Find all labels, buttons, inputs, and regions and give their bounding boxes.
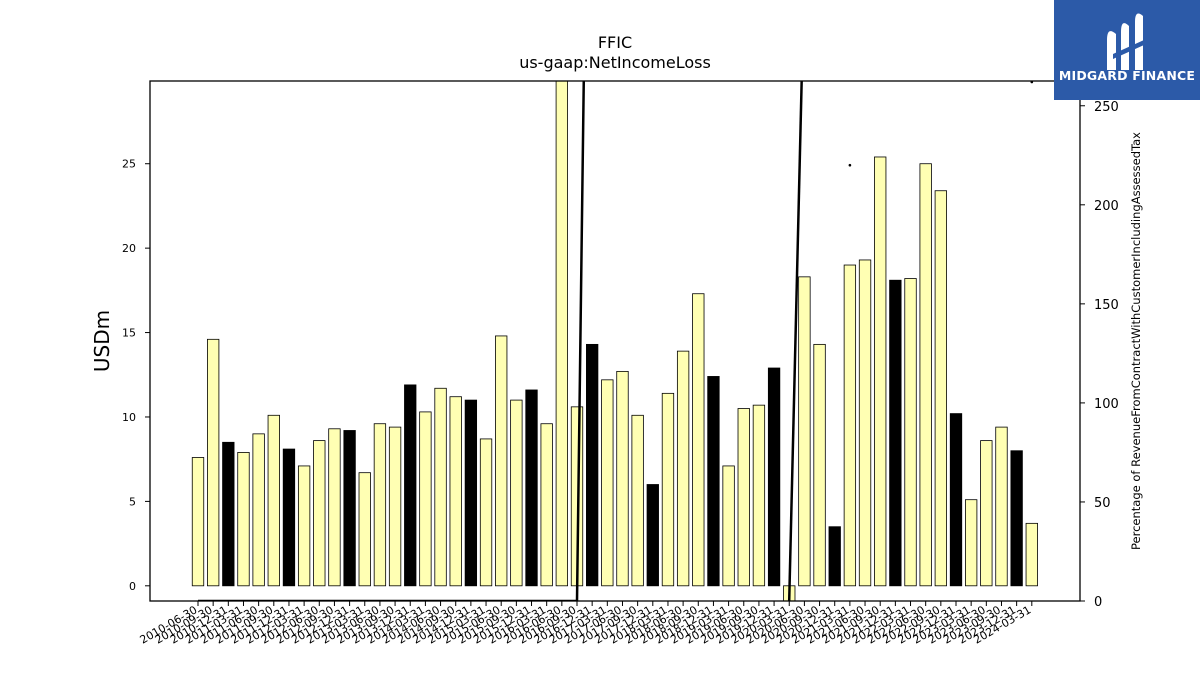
bar-2010-09-30 bbox=[207, 338, 220, 587]
bar-2017-09-30 bbox=[631, 414, 644, 587]
bar-2014-06-30 bbox=[434, 387, 447, 587]
bar-2016-03-31 bbox=[540, 423, 553, 587]
bar-2015-12-31 bbox=[525, 389, 538, 587]
bar-2019-12-31 bbox=[767, 367, 781, 587]
bar-2011-03-31 bbox=[237, 452, 250, 587]
bar-2022-09-30 bbox=[934, 190, 947, 587]
bar-2021-03-31 bbox=[843, 264, 857, 587]
bar-2015-06-30 bbox=[495, 335, 508, 587]
y-tick-label: 10 bbox=[122, 411, 136, 424]
bar-2011-09-30 bbox=[267, 414, 280, 587]
bar-2012-12-31 bbox=[343, 430, 356, 587]
bar-2023-09-30 bbox=[995, 426, 1008, 587]
bar-2022-12-31 bbox=[949, 413, 963, 587]
bar-2023-03-31 bbox=[965, 499, 978, 587]
y2-tick-label: 0 bbox=[1094, 595, 1102, 610]
y-tick-label: 0 bbox=[129, 580, 136, 593]
x-axis: 2010-06-302010-09-302010-12-312011-03-31… bbox=[138, 601, 1033, 647]
bar-2011-06-30 bbox=[252, 433, 265, 587]
bar-2022-03-31 bbox=[904, 278, 917, 587]
bar-2021-12-31 bbox=[889, 279, 902, 587]
y-tick-label: 15 bbox=[122, 327, 136, 340]
line-segment bbox=[787, 81, 803, 601]
y2-tick-label: 100 bbox=[1094, 397, 1119, 412]
line-point bbox=[848, 163, 852, 167]
y-axis-left: 0 5 10 15 20 25 bbox=[122, 158, 150, 593]
plot-frame bbox=[149, 80, 1081, 602]
bar-2022-06-30 bbox=[919, 163, 932, 587]
bar-2024-03-31 bbox=[1025, 522, 1038, 587]
bar-2014-12-31 bbox=[464, 399, 478, 587]
bar-2013-09-30 bbox=[388, 426, 402, 587]
y-axis-label: USDm bbox=[90, 310, 114, 372]
bar-2011-12-31 bbox=[282, 448, 296, 587]
bar-2019-03-31 bbox=[722, 465, 735, 587]
midgard-logo-icon bbox=[1107, 13, 1144, 70]
bar-2017-06-30 bbox=[616, 370, 629, 587]
bar-2018-06-30 bbox=[676, 350, 690, 587]
y2-tick-label: 50 bbox=[1094, 496, 1111, 511]
bars-group bbox=[191, 81, 1038, 601]
y-tick-label: 20 bbox=[122, 242, 136, 255]
bar-2015-03-31 bbox=[479, 438, 493, 587]
y2-tick-label: 250 bbox=[1094, 100, 1119, 115]
bar-2023-06-30 bbox=[980, 440, 993, 587]
bar-2014-03-31 bbox=[419, 411, 432, 587]
bar-2010-06-30 bbox=[191, 457, 205, 587]
bar-2021-09-30 bbox=[874, 156, 887, 587]
bar-2013-06-30 bbox=[373, 423, 387, 587]
bar-2019-09-30 bbox=[752, 404, 766, 587]
bar-2015-09-30 bbox=[510, 399, 523, 587]
y-axis-right: 0 50 100 150 200 250 bbox=[1080, 100, 1119, 610]
chart-subtitle: us-gaap:NetIncomeLoss bbox=[519, 53, 711, 72]
bar-2023-12-31 bbox=[1010, 450, 1023, 587]
y-tick-label: 5 bbox=[129, 495, 136, 508]
bar-2017-03-31 bbox=[601, 379, 614, 587]
bar-2014-09-30 bbox=[449, 396, 462, 587]
bar-2012-03-31 bbox=[297, 465, 311, 587]
bar-2017-12-31 bbox=[646, 484, 659, 587]
bar-2021-06-30 bbox=[858, 259, 872, 587]
bar-2013-12-31 bbox=[404, 384, 417, 587]
y-tick-label: 25 bbox=[122, 158, 136, 171]
bar-2012-09-30 bbox=[328, 428, 341, 587]
y2-axis-label: Percentage of RevenueFromContractWithCus… bbox=[1129, 132, 1143, 550]
bar-2010-12-31 bbox=[222, 441, 235, 587]
y2-tick-label: 200 bbox=[1094, 199, 1119, 214]
y2-tick-label: 150 bbox=[1094, 298, 1119, 313]
chart-title: FFIC bbox=[598, 33, 632, 52]
bar-2016-12-31 bbox=[586, 343, 599, 587]
logo-text: MIDGARD FINANCE bbox=[1058, 68, 1196, 83]
bar-2020-09-30 bbox=[813, 343, 826, 587]
bar-2018-03-31 bbox=[661, 392, 675, 587]
bar-2018-09-30 bbox=[692, 293, 705, 587]
bar-2013-03-31 bbox=[358, 472, 371, 587]
bar-2016-06-30 bbox=[555, 81, 568, 587]
bar-2018-12-31 bbox=[707, 376, 720, 587]
bar-2019-06-30 bbox=[737, 408, 750, 587]
bar-2012-06-30 bbox=[313, 440, 326, 587]
bar-2020-12-31 bbox=[828, 526, 841, 587]
logo: MIDGARD FINANCE bbox=[1054, 0, 1200, 100]
bar-2020-06-30 bbox=[798, 276, 811, 587]
